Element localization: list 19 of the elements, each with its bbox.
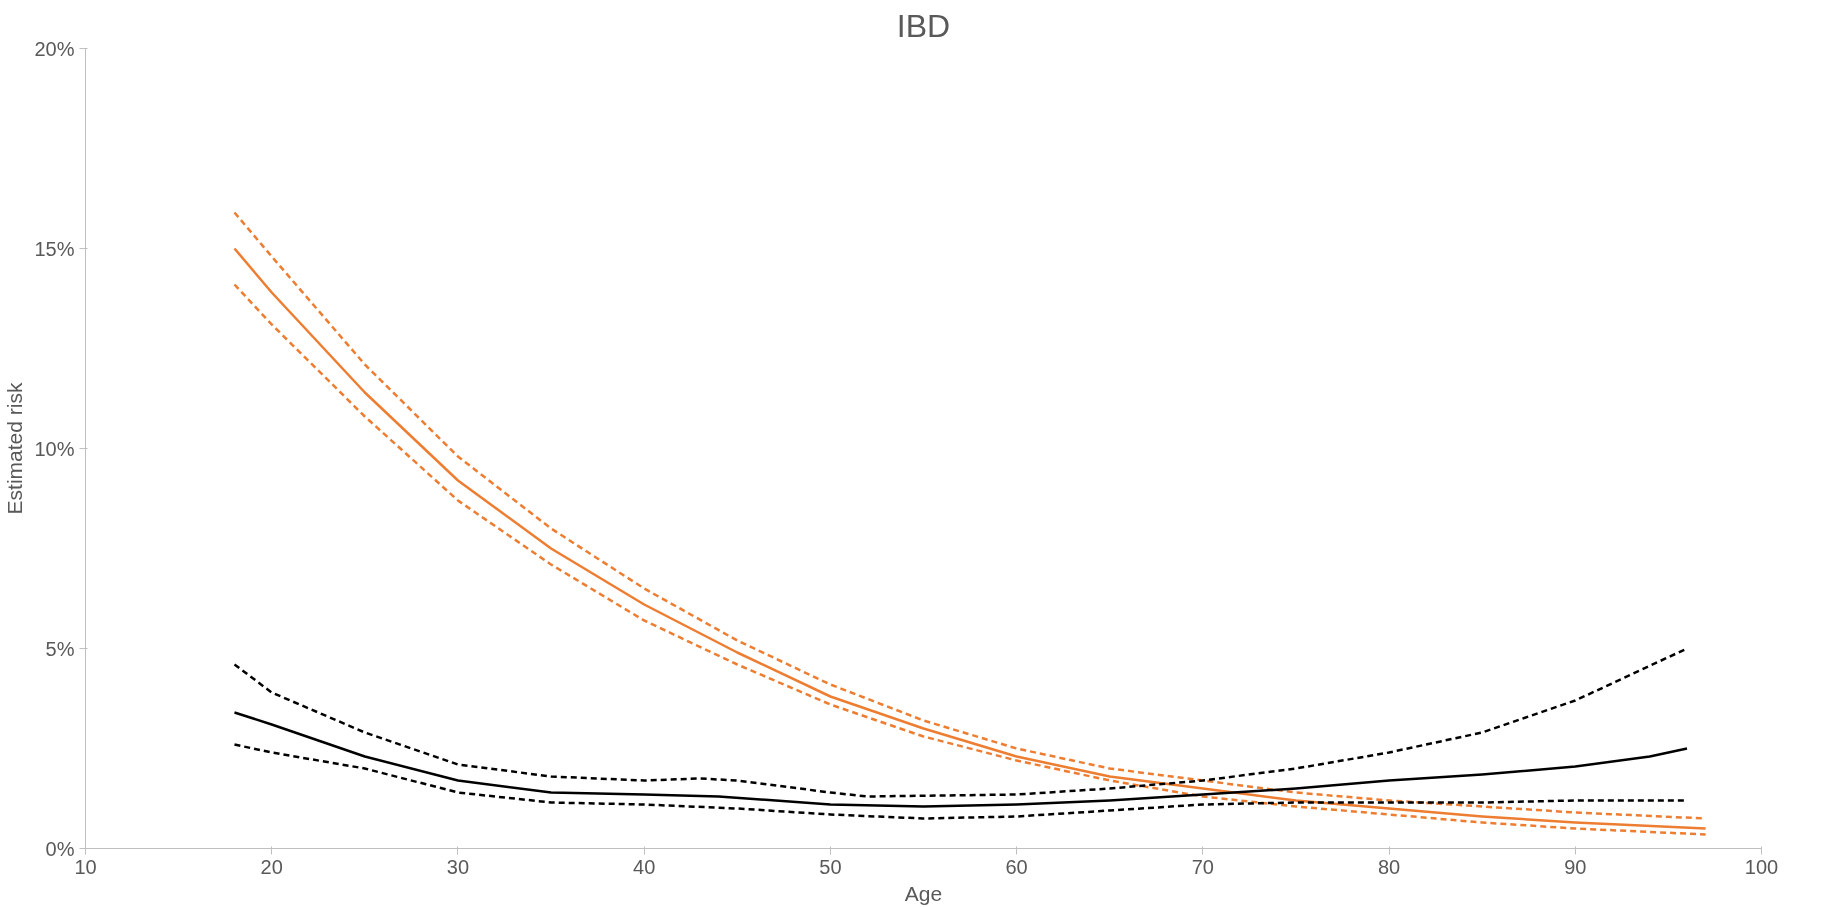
x-tick-label: 20 bbox=[260, 855, 283, 878]
y-tick-label: 5% bbox=[45, 637, 75, 660]
y-tick-label: 0% bbox=[45, 837, 75, 860]
x-tick-label: 90 bbox=[1564, 855, 1587, 878]
y-axis-title: Estimated risk bbox=[3, 382, 27, 515]
x-tick-label: 80 bbox=[1377, 855, 1401, 878]
y-tick-label: 20% bbox=[34, 37, 75, 60]
y-tick-label: 10% bbox=[34, 437, 75, 460]
chart-title: IBD bbox=[896, 7, 951, 44]
x-axis-title: Age bbox=[904, 881, 943, 905]
x-tick-label: 30 bbox=[446, 855, 470, 878]
x-tick-label: 50 bbox=[819, 855, 842, 878]
x-tick-label: 100 bbox=[1744, 855, 1779, 878]
x-tick-label: 40 bbox=[633, 855, 656, 878]
x-tick-label: 60 bbox=[1005, 855, 1028, 878]
x-tick-label: 70 bbox=[1191, 855, 1214, 878]
y-tick-label: 15% bbox=[34, 237, 75, 260]
x-tick-label: 10 bbox=[74, 855, 97, 878]
line-series bbox=[233, 711, 1689, 808]
